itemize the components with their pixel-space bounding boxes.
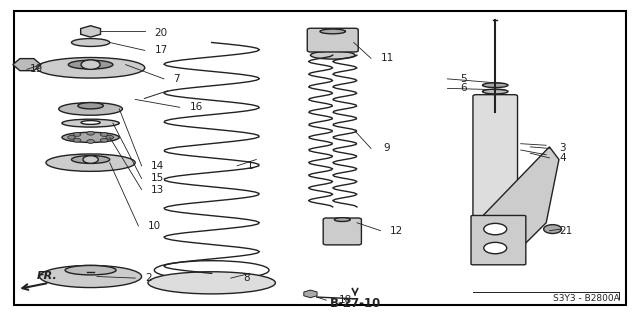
Text: 3: 3 [559,144,566,153]
Text: 7: 7 [173,74,180,84]
Ellipse shape [320,29,346,34]
Circle shape [73,133,81,136]
Text: 20: 20 [154,28,168,38]
Ellipse shape [81,121,100,124]
Circle shape [100,138,108,142]
Text: FR.: FR. [36,271,57,281]
Text: 8: 8 [244,273,250,283]
Text: 2: 2 [145,273,152,283]
FancyBboxPatch shape [473,95,518,224]
FancyBboxPatch shape [471,215,526,265]
Ellipse shape [62,119,119,127]
Text: 15: 15 [151,174,164,183]
Ellipse shape [40,265,141,287]
Text: B-27-10: B-27-10 [330,297,381,310]
Ellipse shape [483,89,508,94]
Circle shape [543,225,561,234]
Circle shape [83,156,99,163]
FancyBboxPatch shape [14,11,626,305]
Text: 19: 19 [30,64,44,74]
Ellipse shape [72,39,109,47]
Ellipse shape [68,60,113,69]
Ellipse shape [36,57,145,78]
Text: 5: 5 [460,74,467,84]
Text: 17: 17 [154,45,168,56]
Circle shape [73,138,81,142]
Text: 16: 16 [189,102,203,112]
Circle shape [100,133,108,136]
Ellipse shape [148,272,275,294]
Ellipse shape [59,103,122,115]
Ellipse shape [62,132,119,142]
Text: 6: 6 [460,83,467,93]
Circle shape [81,60,100,69]
Text: 9: 9 [384,144,390,153]
Text: 4: 4 [559,153,566,163]
Text: 14: 14 [151,161,164,171]
FancyBboxPatch shape [323,218,362,245]
Circle shape [484,242,507,254]
Ellipse shape [310,51,355,59]
Text: 10: 10 [148,221,161,231]
Ellipse shape [483,83,508,87]
Text: 21: 21 [559,226,572,236]
Text: 12: 12 [390,226,403,236]
Ellipse shape [334,218,350,221]
Text: 18: 18 [339,295,353,305]
Circle shape [106,136,113,139]
Circle shape [87,131,95,135]
Ellipse shape [65,265,116,275]
Circle shape [68,136,76,139]
Circle shape [87,140,95,143]
Ellipse shape [72,156,109,163]
Text: 13: 13 [151,184,164,195]
Text: S3Y3 - B2800A: S3Y3 - B2800A [553,294,620,303]
FancyBboxPatch shape [307,28,358,52]
Ellipse shape [46,154,135,171]
Polygon shape [476,147,559,254]
Ellipse shape [78,103,103,109]
Text: 1: 1 [246,161,253,171]
Text: 11: 11 [381,53,394,63]
Circle shape [484,223,507,235]
